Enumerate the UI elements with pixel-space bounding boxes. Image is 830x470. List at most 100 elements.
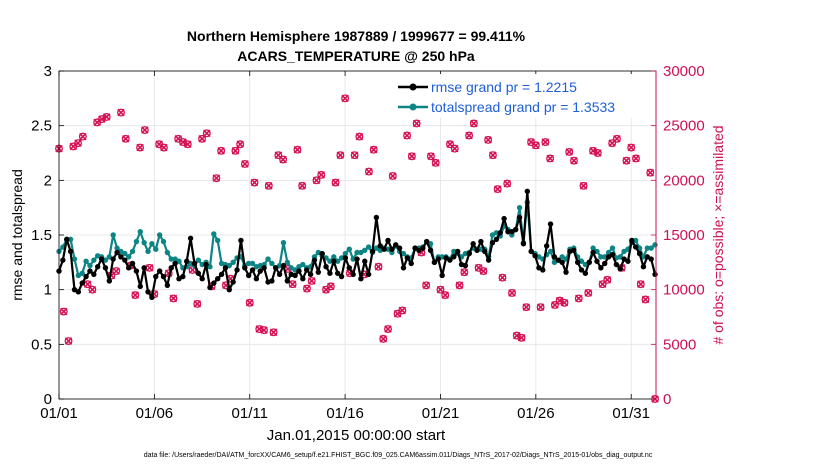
obs-assimilated-marker: [613, 135, 621, 143]
y-tick-label: 3: [44, 63, 52, 80]
obs-assimilated-marker: [498, 273, 507, 282]
obs-count-point: [231, 146, 240, 155]
obs-assimilated-marker: [422, 281, 430, 290]
rmse-point: [551, 254, 558, 260]
obs-assimilated-marker: [298, 182, 306, 190]
totalspread-point: [249, 260, 256, 267]
obs-assimilated-marker: [570, 156, 578, 165]
rmse-point: [613, 261, 620, 268]
obs-assimilated-marker: [136, 143, 144, 152]
obs-assimilated-marker: [622, 156, 631, 165]
obs-assimilated-marker: [236, 140, 244, 149]
rmse-point: [304, 267, 310, 273]
obs-assimilated-marker: [636, 280, 645, 288]
totalspread-point: [640, 254, 647, 260]
obs-assimilated-marker: [245, 299, 254, 307]
obs-count-point: [598, 280, 607, 289]
rmse-point: [571, 247, 577, 254]
obs-assimilated-marker: [584, 289, 593, 297]
obs-assimilated-marker: [169, 294, 178, 303]
obs-count-point: [260, 326, 268, 335]
obs-count-point: [570, 156, 578, 165]
obs-count-point: [379, 334, 388, 343]
y-tick-label: 2: [44, 172, 52, 189]
obs-count-point: [403, 131, 412, 140]
obs-count-point: [112, 267, 121, 276]
obs-assimilated-marker: [398, 306, 407, 315]
rmse-point: [629, 237, 635, 244]
obs-count-point: [498, 273, 507, 282]
rmse-point: [245, 272, 252, 279]
rmse-point: [114, 249, 120, 256]
rmse-point: [454, 248, 461, 255]
rmse-point: [79, 280, 85, 286]
rmse-point: [160, 273, 167, 280]
obs-assimilated-marker: [193, 300, 202, 308]
totalspread-point: [652, 242, 658, 248]
obs-possible-marker: [59, 307, 68, 316]
obs-assimilated-marker: [293, 145, 302, 154]
obs-count-point: [579, 181, 588, 190]
obs-assimilated-marker: [317, 171, 326, 179]
rmse-point: [423, 238, 430, 245]
obs-possible-marker: [288, 280, 297, 289]
rmse-point: [137, 283, 143, 290]
obs-assimilated-marker: [231, 147, 240, 155]
obs-possible-marker: [88, 285, 97, 294]
obs-count-point: [560, 298, 569, 307]
rmse-point: [590, 249, 596, 256]
rmse-point: [586, 259, 592, 266]
obs-count-point: [565, 147, 574, 156]
obs-possible-marker: [441, 291, 450, 300]
rmse-point: [91, 271, 97, 278]
obs-possible-marker: [217, 146, 226, 155]
obs-count-point: [183, 140, 192, 149]
obs-possible-marker: [536, 303, 545, 312]
obs-possible-marker: [484, 135, 493, 144]
totalspread-point: [602, 254, 608, 260]
obs-count-point: [484, 135, 493, 144]
obs-possible-marker: [355, 132, 364, 141]
obs-possible-marker: [193, 299, 202, 308]
rmse-point: [346, 265, 352, 271]
totalspread-point: [145, 248, 151, 255]
obs-assimilated-marker: [145, 264, 154, 272]
obs-count-point: [303, 284, 311, 293]
obs-assimilated-marker: [88, 285, 97, 294]
obs-possible-marker: [422, 281, 431, 290]
rmse-point: [362, 258, 368, 264]
obs-assimilated-marker: [646, 168, 655, 177]
rmse-point: [435, 256, 442, 262]
obs-assimilated-marker: [117, 108, 125, 117]
obs-count-point: [541, 138, 550, 147]
obs-count-point: [388, 172, 397, 180]
rmse-point: [377, 243, 383, 249]
obs-assimilated-marker: [341, 94, 349, 103]
obs-assimilated-marker: [369, 145, 378, 154]
obs-count-point: [384, 325, 392, 333]
totalspread-point: [71, 256, 78, 262]
rmse-point: [249, 267, 256, 273]
y-right-axis-label: # of obs: o=possible; ×=assimilated: [710, 125, 726, 344]
obs-count-point: [78, 132, 87, 141]
chart-title-line1: Northern Hemisphere 1987889 / 1999677 = …: [187, 28, 526, 44]
obs-count-point: [603, 275, 612, 284]
obs-assimilated-marker: [465, 131, 473, 140]
obs-possible-marker: [579, 181, 588, 190]
chart-title-line2: ACARS_TEMPERATURE @ 250 hPa: [237, 48, 475, 64]
obs-count-point: [140, 126, 149, 134]
rmse-point: [462, 262, 469, 269]
rmse-point: [187, 235, 194, 241]
totalspread-point: [87, 262, 93, 269]
obs-assimilated-marker: [350, 151, 359, 159]
obs-assimilated-marker: [212, 174, 221, 182]
totalspread-point: [547, 248, 554, 255]
obs-count-point: [298, 181, 307, 190]
obs-possible-marker: [364, 167, 373, 176]
rmse-point: [106, 278, 113, 284]
obs-count-point: [407, 152, 416, 161]
obs-possible-marker: [608, 139, 617, 148]
totalspread-point: [493, 230, 500, 236]
obs-assimilated-marker: [183, 140, 192, 149]
totalspread-point: [129, 248, 136, 255]
